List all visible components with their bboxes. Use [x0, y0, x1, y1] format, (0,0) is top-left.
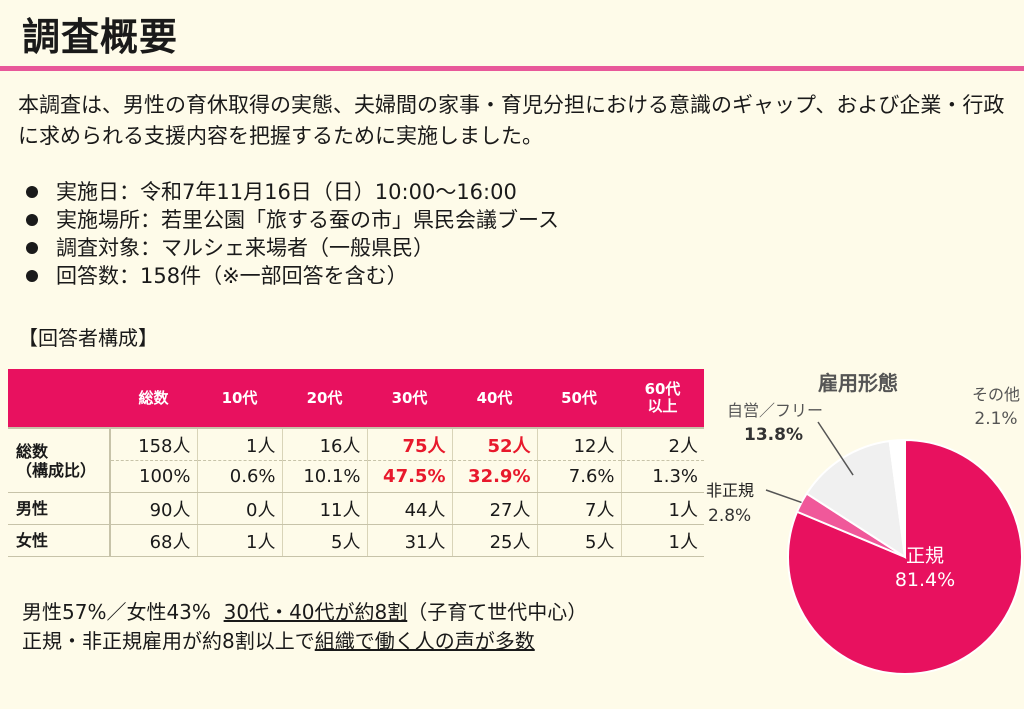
- row-label: 女性: [8, 524, 111, 557]
- slice-value-label: 81.4%: [895, 569, 955, 591]
- list-item: 実施日：令和7年11月16日（日）10:00～16:00: [18, 178, 559, 206]
- summary-employment-text: 正規・非正規雇用が約8割以上で: [22, 629, 315, 653]
- table-cell: 5人: [282, 524, 368, 557]
- column-header: 20代: [282, 369, 367, 428]
- table-cell: 1.3%: [621, 460, 704, 493]
- table-cell: 10.1%: [282, 460, 368, 493]
- table-cell: 75人: [367, 427, 453, 461]
- column-header: 総数: [110, 369, 197, 428]
- slice-label: 非正規: [706, 481, 754, 500]
- slice-label: 正規: [906, 545, 944, 567]
- column-header: 30代: [367, 369, 452, 428]
- leader-line: [765, 489, 802, 504]
- leader-line: [817, 421, 854, 476]
- list-item: 回答数：158件（※一部回答を含む）: [18, 262, 559, 290]
- slice-value-label: 13.8%: [744, 425, 803, 445]
- summary-line-2: 正規・非正規雇用が約8割以上で組織で働く人の声が多数: [22, 627, 587, 656]
- table-cell: 1人: [621, 524, 704, 557]
- table-row: 男性 90人 0人 11人 44人 27人 7人 1人: [8, 492, 704, 525]
- slice-value-label: 2.1%: [974, 409, 1017, 429]
- table-cell: 7.6%: [537, 460, 622, 493]
- table-corner-cell: [8, 369, 110, 428]
- list-item: 調査対象：マルシェ来場者（一般県民）: [18, 234, 559, 262]
- table-cell: 16人: [282, 427, 368, 461]
- table-cell: 25人: [452, 524, 538, 557]
- column-header: 10代: [197, 369, 282, 428]
- table-cell: 0人: [197, 492, 283, 525]
- bullet-icon: [26, 214, 38, 226]
- row-label: 総数 （構成比）: [8, 427, 111, 493]
- table-cell: 44人: [367, 492, 453, 525]
- table-cell: 158人: [110, 427, 198, 461]
- table-cell: 27人: [452, 492, 538, 525]
- table-cell: 1人: [197, 427, 283, 461]
- list-item-text: 回答数：158件（※一部回答を含む）: [56, 264, 408, 288]
- summary-age-highlight: 30代・40代が約8割: [223, 600, 408, 624]
- bullet-icon: [26, 270, 38, 282]
- table-cell: 31人: [367, 524, 453, 557]
- column-header: 50代: [537, 369, 621, 428]
- table-cell: 11人: [282, 492, 368, 525]
- bullet-icon: [26, 186, 38, 198]
- table-cell: 2人: [621, 427, 704, 461]
- summary-gender-ratio: 男性57%／女性43%: [22, 600, 211, 624]
- row-label: 男性: [8, 492, 111, 525]
- table-cell: 1人: [621, 492, 704, 525]
- summary-employment-highlight: 組織で働く人の声が多数: [314, 629, 535, 653]
- title-underline: [0, 66, 1024, 71]
- pie-slice: [888, 438, 906, 558]
- table-row: 100% 0.6% 10.1% 47.5% 32.9% 7.6% 1.3%: [8, 460, 704, 493]
- table-cell: 7人: [537, 492, 622, 525]
- table-cell: 1人: [197, 524, 283, 557]
- table-cell: 52人: [452, 427, 538, 461]
- table-cell: 47.5%: [367, 460, 453, 493]
- slice-label: その他: [972, 385, 1020, 404]
- table-row: 総数 （構成比） 158人 1人 16人 75人 52人 12人 2人: [8, 427, 704, 493]
- table-cell: 100%: [110, 460, 198, 493]
- section-label: 【回答者構成】: [18, 326, 158, 350]
- summary-age-note: （子育て世代中心）: [407, 600, 588, 624]
- table-header-row: 総数 10代 20代 30代 40代 50代 60代 以上: [8, 369, 704, 428]
- intro-paragraph: 本調査は、男性の育休取得の実態、夫婦間の家事・育児分担における意識のギャップ、お…: [18, 93, 1005, 148]
- column-header: 40代: [452, 369, 537, 428]
- survey-details-list: 実施日：令和7年11月16日（日）10:00～16:00 実施場所：若里公園「旅…: [18, 178, 559, 290]
- table-cell: 90人: [110, 492, 198, 525]
- list-item-text: 実施日：令和7年11月16日（日）10:00～16:00: [56, 180, 517, 204]
- table-cell: 68人: [110, 524, 198, 557]
- table-cell: 0.6%: [197, 460, 283, 493]
- table-cell: 32.9%: [452, 460, 538, 493]
- table-row: 女性 68人 1人 5人 31人 25人 5人 1人: [8, 524, 704, 557]
- respondent-table: 総数 10代 20代 30代 40代 50代 60代 以上 総数 （構成比） 1…: [8, 369, 704, 557]
- list-item-text: 実施場所：若里公園「旅する蚕の市」県民会議ブース: [56, 208, 559, 232]
- list-item-text: 調査対象：マルシェ来場者（一般県民）: [56, 236, 434, 260]
- slice-value-label: 2.8%: [708, 506, 751, 526]
- list-item: 実施場所：若里公園「旅する蚕の市」県民会議ブース: [18, 206, 559, 234]
- table-cell: 12人: [537, 427, 622, 461]
- summary-line-1: 男性57%／女性43% 30代・40代が約8割（子育て世代中心）: [22, 598, 587, 627]
- slice-label: 自営／フリー: [727, 401, 823, 420]
- bullet-icon: [26, 242, 38, 254]
- summary-block: 男性57%／女性43% 30代・40代が約8割（子育て世代中心） 正規・非正規雇…: [22, 598, 587, 656]
- table-cell: 5人: [537, 524, 622, 557]
- page-title: 調査概要: [22, 15, 179, 59]
- chart-title: 雇用形態: [818, 371, 898, 395]
- column-header: 60代 以上: [621, 369, 704, 428]
